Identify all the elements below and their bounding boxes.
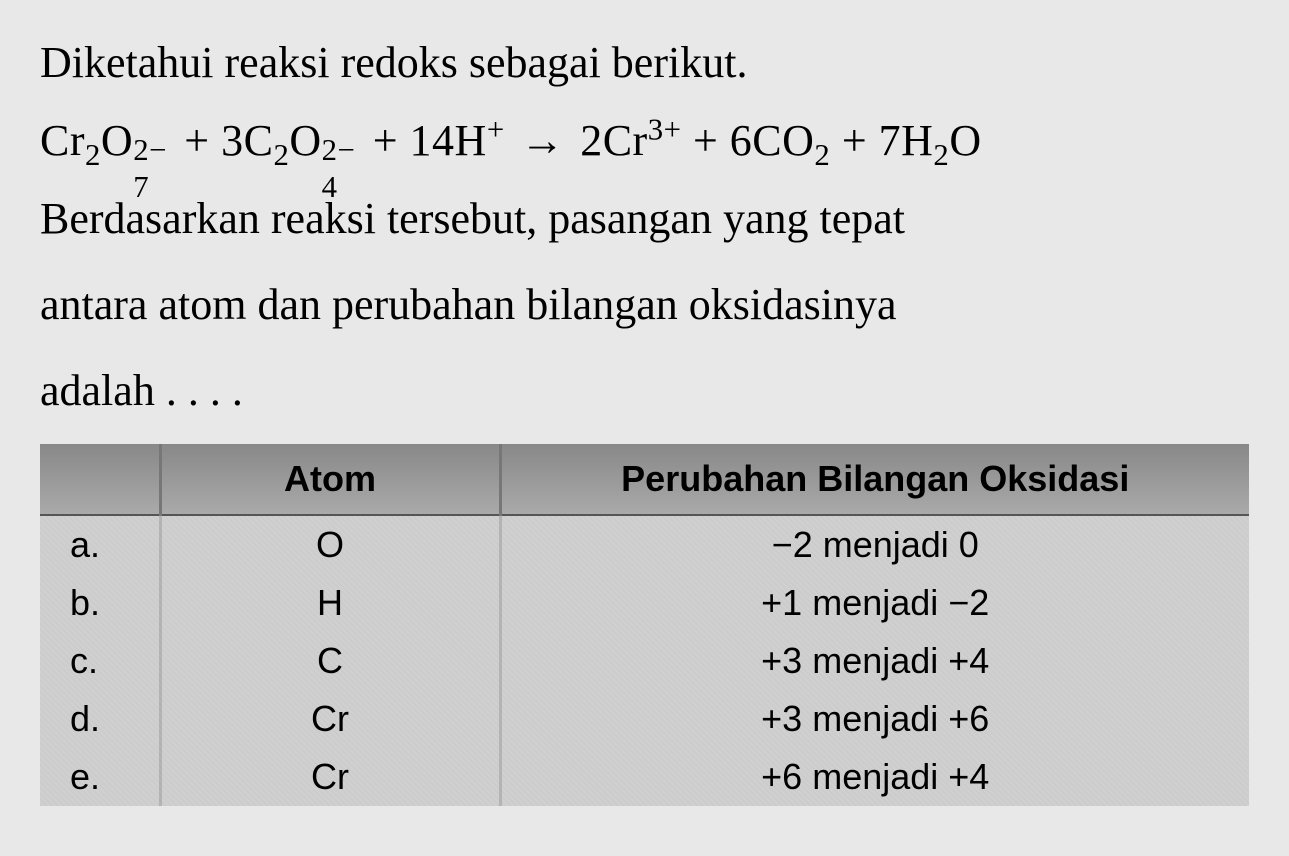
cell-atom: O xyxy=(160,515,500,574)
cell-option: e. xyxy=(40,748,160,806)
cell-atom: H xyxy=(160,574,500,632)
cell-change: +3 menjadi +6 xyxy=(500,690,1249,748)
options-table: Atom Perubahan Bilangan Oksidasi a. O −2… xyxy=(40,444,1249,806)
question-line3c: adalah . . . . xyxy=(40,358,1249,424)
header-atom: Atom xyxy=(160,444,500,515)
cell-atom: C xyxy=(160,632,500,690)
question-line3a: Berdasarkan reaksi tersebut, pasangan ya… xyxy=(40,186,1249,252)
redox-equation: Cr2O2−7 + 3C2O2−4 + 14H+ → 2Cr3+ + 6CO2 … xyxy=(40,108,1249,174)
cell-change: +3 menjadi +4 xyxy=(500,632,1249,690)
header-option xyxy=(40,444,160,515)
question-line1: Diketahui reaksi redoks sebagai berikut. xyxy=(40,30,1249,96)
cell-option: c. xyxy=(40,632,160,690)
cell-option: d. xyxy=(40,690,160,748)
cell-option: b. xyxy=(40,574,160,632)
cell-change: −2 menjadi 0 xyxy=(500,515,1249,574)
table-row: a. O −2 menjadi 0 xyxy=(40,515,1249,574)
table-row: e. Cr +6 menjadi +4 xyxy=(40,748,1249,806)
cell-atom: Cr xyxy=(160,690,500,748)
cell-change: +1 menjadi −2 xyxy=(500,574,1249,632)
table-header-row: Atom Perubahan Bilangan Oksidasi xyxy=(40,444,1249,515)
header-change: Perubahan Bilangan Oksidasi xyxy=(500,444,1249,515)
cell-atom: Cr xyxy=(160,748,500,806)
table-row: c. C +3 menjadi +4 xyxy=(40,632,1249,690)
question-line3b: antara atom dan perubahan bilangan oksid… xyxy=(40,272,1249,338)
cell-option: a. xyxy=(40,515,160,574)
table-row: b. H +1 menjadi −2 xyxy=(40,574,1249,632)
table-row: d. Cr +3 menjadi +6 xyxy=(40,690,1249,748)
cell-change: +6 menjadi +4 xyxy=(500,748,1249,806)
